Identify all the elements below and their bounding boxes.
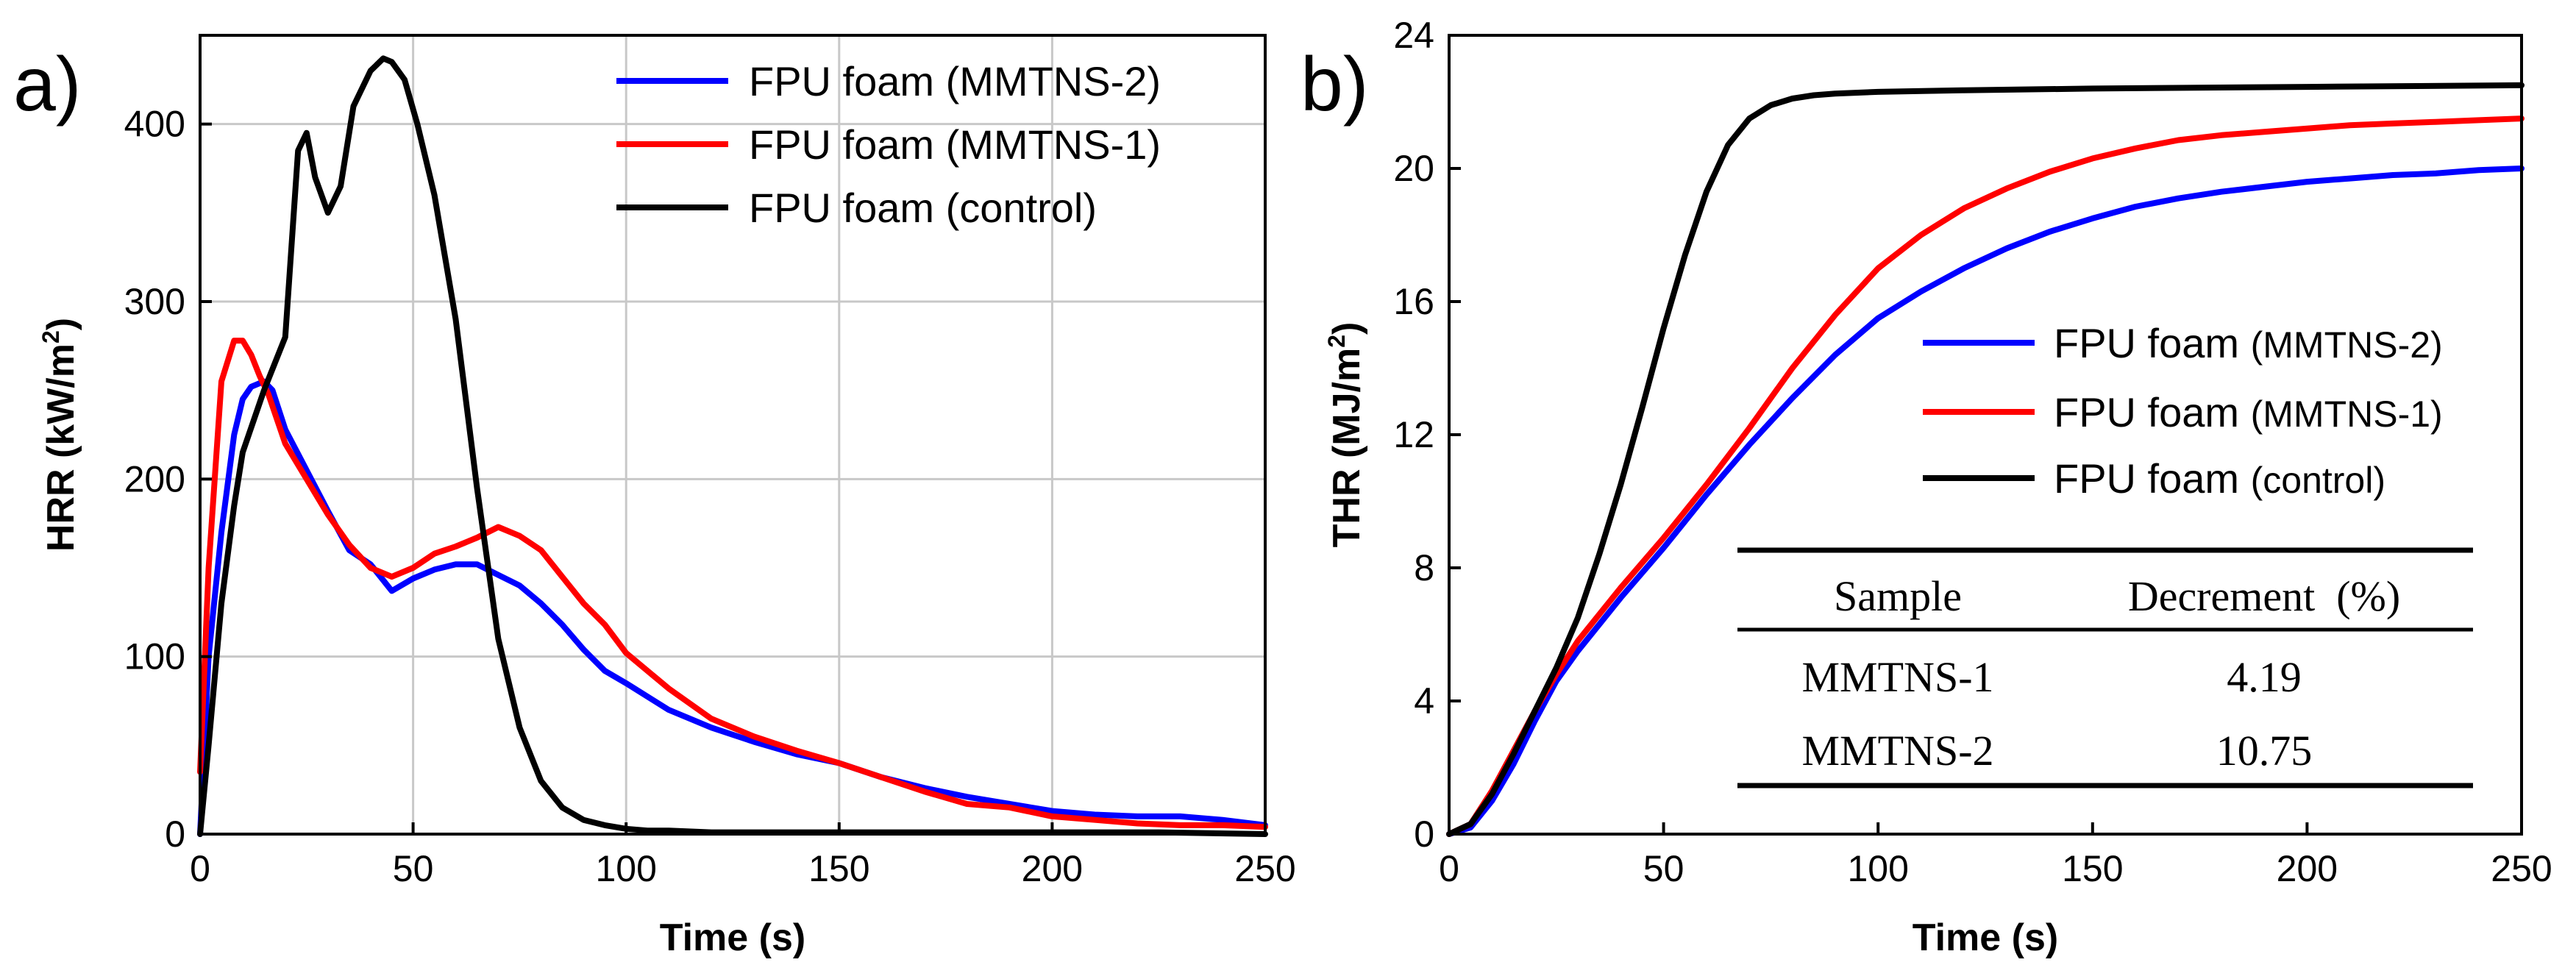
thr-ticks — [1448, 34, 2523, 836]
table-cell-sample: MMTNS-2 — [1801, 727, 1993, 775]
hrr-x-axis-title: Time (s) — [660, 916, 805, 959]
thr-series — [1446, 82, 2525, 837]
thr-legend-item-mmtns-1: FPU foam (MMTNS-1) — [1923, 389, 2443, 435]
hrr-line-control — [197, 55, 1268, 837]
thr-x-tick-label: 100 — [1847, 848, 1908, 889]
thr-legend: FPU foam (MMTNS-2) FPU foam (MMTNS-1) FP… — [1923, 320, 2443, 502]
thr-line-control — [1446, 82, 2525, 837]
table-cell-sample: MMTNS-1 — [1801, 653, 1993, 701]
thr-x-tick-label: 150 — [2062, 848, 2123, 889]
hrr-x-tick-label: 100 — [595, 848, 656, 889]
thr-x-tick-label: 250 — [2491, 848, 2552, 889]
hrr-ticks — [199, 122, 1267, 836]
hrr-y-tick-label: 400 — [124, 104, 185, 145]
thr-x-tick-labels: 0 50 100 150 200 250 — [1439, 848, 2552, 889]
thr-legend-label-mmtns-2: FPU foam (MMTNS-2) — [2054, 320, 2443, 366]
hrr-grid — [200, 35, 1265, 834]
thr-y-tick-label: 20 — [1393, 148, 1434, 189]
hrr-y-tick-labels: 0 100 200 300 400 — [124, 104, 185, 855]
table-row: MMTNS-1 4.19 — [1801, 653, 2301, 701]
table-header-decrement: Decrement (%) — [2128, 572, 2400, 620]
panel-label-b: b) — [1301, 42, 1368, 127]
hrr-chart: a) 0 50 100 150 200 250 0 100 200 300 400 Time (s… — [13, 34, 1296, 959]
hrr-legend-label-mmtns-2: FPU foam (MMTNS-2) — [749, 58, 1161, 104]
thr-y-tick-label: 8 — [1414, 547, 1434, 588]
thr-y-tick-label: 12 — [1393, 414, 1434, 455]
hrr-y-axis-title: HRR (kW/m2) — [38, 318, 82, 552]
thr-y-tick-label: 16 — [1393, 281, 1434, 322]
thr-y-tick-labels: 0 4 8 12 16 20 24 — [1393, 15, 1434, 855]
decrement-table: Sample Decrement (%) MMTNS-1 4.19 MMTNS-… — [1737, 547, 2473, 788]
hrr-y-tick-label: 300 — [124, 281, 185, 322]
thr-y-tick-label: 0 — [1414, 814, 1434, 855]
hrr-legend-label-mmtns-1: FPU foam (MMTNS-1) — [749, 121, 1161, 168]
hrr-x-tick-label: 50 — [393, 848, 434, 889]
table-header-sample: Sample — [1834, 572, 1962, 620]
hrr-legend-item-mmtns-2: FPU foam (MMTNS-2) — [616, 58, 1161, 104]
hrr-x-tick-label: 150 — [808, 848, 869, 889]
thr-legend-item-control: FPU foam (control) — [1923, 455, 2385, 502]
panel-label-a: a) — [13, 42, 81, 127]
hrr-x-tick-label: 0 — [190, 848, 210, 889]
hrr-y-tick-label: 0 — [165, 814, 185, 855]
hrr-legend-item-mmtns-1: FPU foam (MMTNS-1) — [616, 121, 1161, 168]
table-row: MMTNS-2 10.75 — [1801, 727, 2312, 775]
thr-x-tick-label: 0 — [1439, 848, 1459, 889]
thr-y-tick-label: 24 — [1393, 15, 1434, 56]
hrr-series — [197, 55, 1268, 837]
hrr-y-tick-label: 100 — [124, 636, 185, 677]
thr-y-tick-label: 4 — [1414, 680, 1434, 722]
thr-x-tick-label: 50 — [1643, 848, 1684, 889]
thr-legend-label-control: FPU foam (control) — [2054, 455, 2385, 502]
hrr-legend: FPU foam (MMTNS-2) FPU foam (MMTNS-1) FP… — [616, 58, 1161, 231]
hrr-y-tick-label: 200 — [124, 458, 185, 499]
table-cell-decrement: 10.75 — [2216, 727, 2313, 775]
thr-legend-item-mmtns-2: FPU foam (MMTNS-2) — [1923, 320, 2443, 366]
hrr-x-tick-label: 200 — [1022, 848, 1083, 889]
hrr-line-mmtns-2 — [197, 378, 1268, 837]
hrr-legend-item-control: FPU foam (control) — [616, 185, 1097, 231]
thr-x-tick-label: 200 — [2277, 848, 2338, 889]
hrr-x-tick-label: 250 — [1234, 848, 1295, 889]
thr-legend-label-mmtns-1: FPU foam (MMTNS-1) — [2054, 389, 2443, 435]
thr-x-axis-title: Time (s) — [1913, 916, 2058, 959]
hrr-plot-frame — [199, 34, 1267, 836]
hrr-line-mmtns-1 — [197, 338, 1268, 830]
thr-y-axis-title: THR (MJ/m2) — [1323, 322, 1368, 548]
hrr-legend-label-control: FPU foam (control) — [749, 185, 1097, 231]
thr-plot-frame — [1448, 34, 2523, 836]
table-cell-decrement: 4.19 — [2227, 653, 2302, 701]
thr-line-mmtns-2 — [1446, 165, 2525, 837]
hrr-x-tick-labels: 0 50 100 150 200 250 — [190, 848, 1296, 889]
